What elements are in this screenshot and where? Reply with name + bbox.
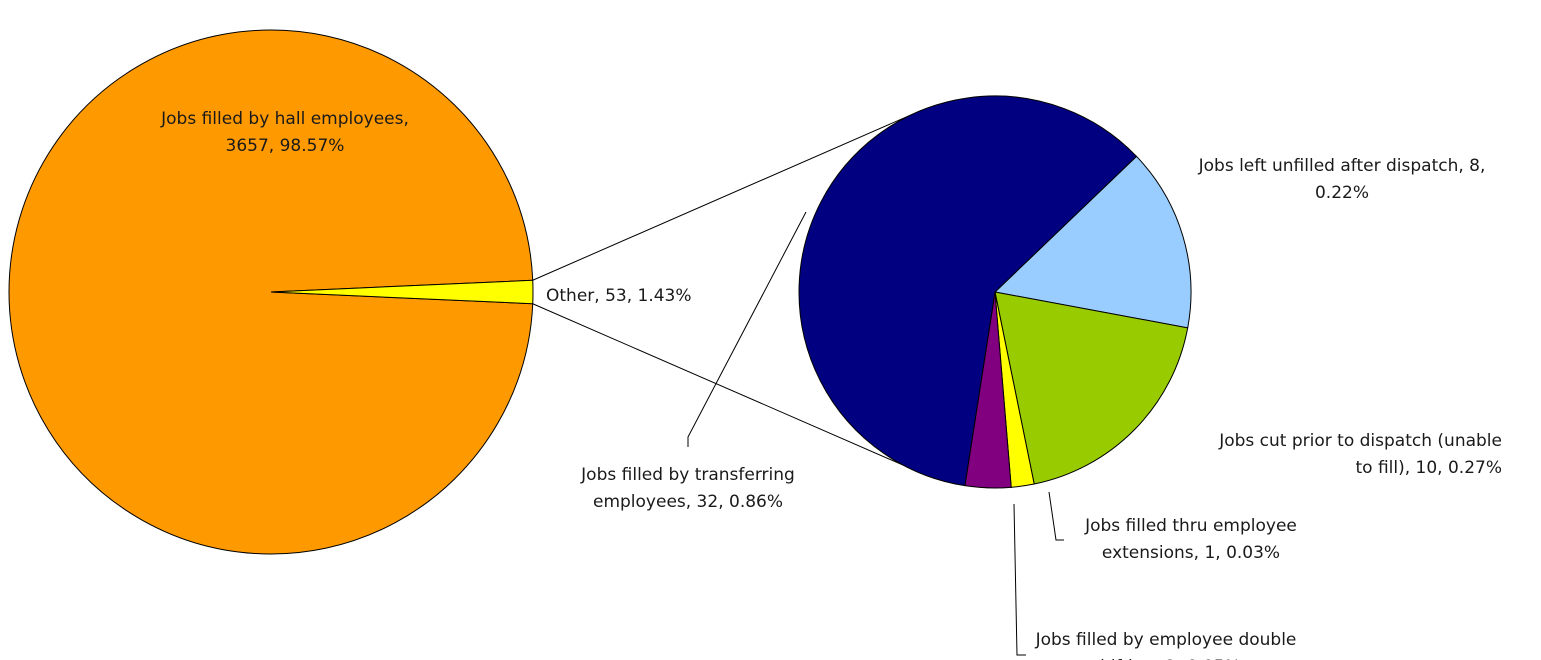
label-other: Other, 53, 1.43%: [546, 286, 692, 306]
label-hall-employees: Jobs filled by hall employees, 3657, 98.5…: [160, 109, 409, 156]
label-unfilled-after-dispatch: Jobs left unfilled after dispatch, 8, 0.2…: [1198, 156, 1486, 203]
label-extensions: Jobs filled thru employee extensions, 1, …: [1084, 516, 1297, 563]
leader-line-extensions: [1048, 491, 1064, 541]
secondary-pie: [798, 95, 1192, 489]
connector-line-top: [532, 109, 922, 281]
slice-other: [270, 279, 534, 305]
connector-line-bottom: [532, 303, 904, 466]
label-transferring: Jobs filled by transferring employees, 32…: [580, 465, 795, 512]
label-double-shifting: Jobs filled by employee doubleshifting, …: [1035, 630, 1297, 660]
main-pie: [8, 29, 534, 555]
slice-jobs-left-unfilled-after-dispatch: [993, 155, 1192, 329]
slice-jobs-filled-by-transferring-employees: [798, 95, 1138, 487]
label-cut-prior: Jobs cut prior to dispatch (unable to fil…: [1218, 431, 1502, 478]
slice-labels: Jobs filled by hall employees, 3657, 98.5…: [160, 109, 1502, 660]
slice-jobs-cut-prior-to-dispatch-unable-to-fill: [994, 291, 1189, 485]
leader-line-transferring: [687, 211, 807, 447]
leader-lines: [687, 211, 1064, 656]
leader-line-double-shifting: [1013, 503, 1026, 656]
connector-lines: [532, 109, 922, 466]
slice-jobs-filled-by-hall-employees: [8, 29, 534, 555]
